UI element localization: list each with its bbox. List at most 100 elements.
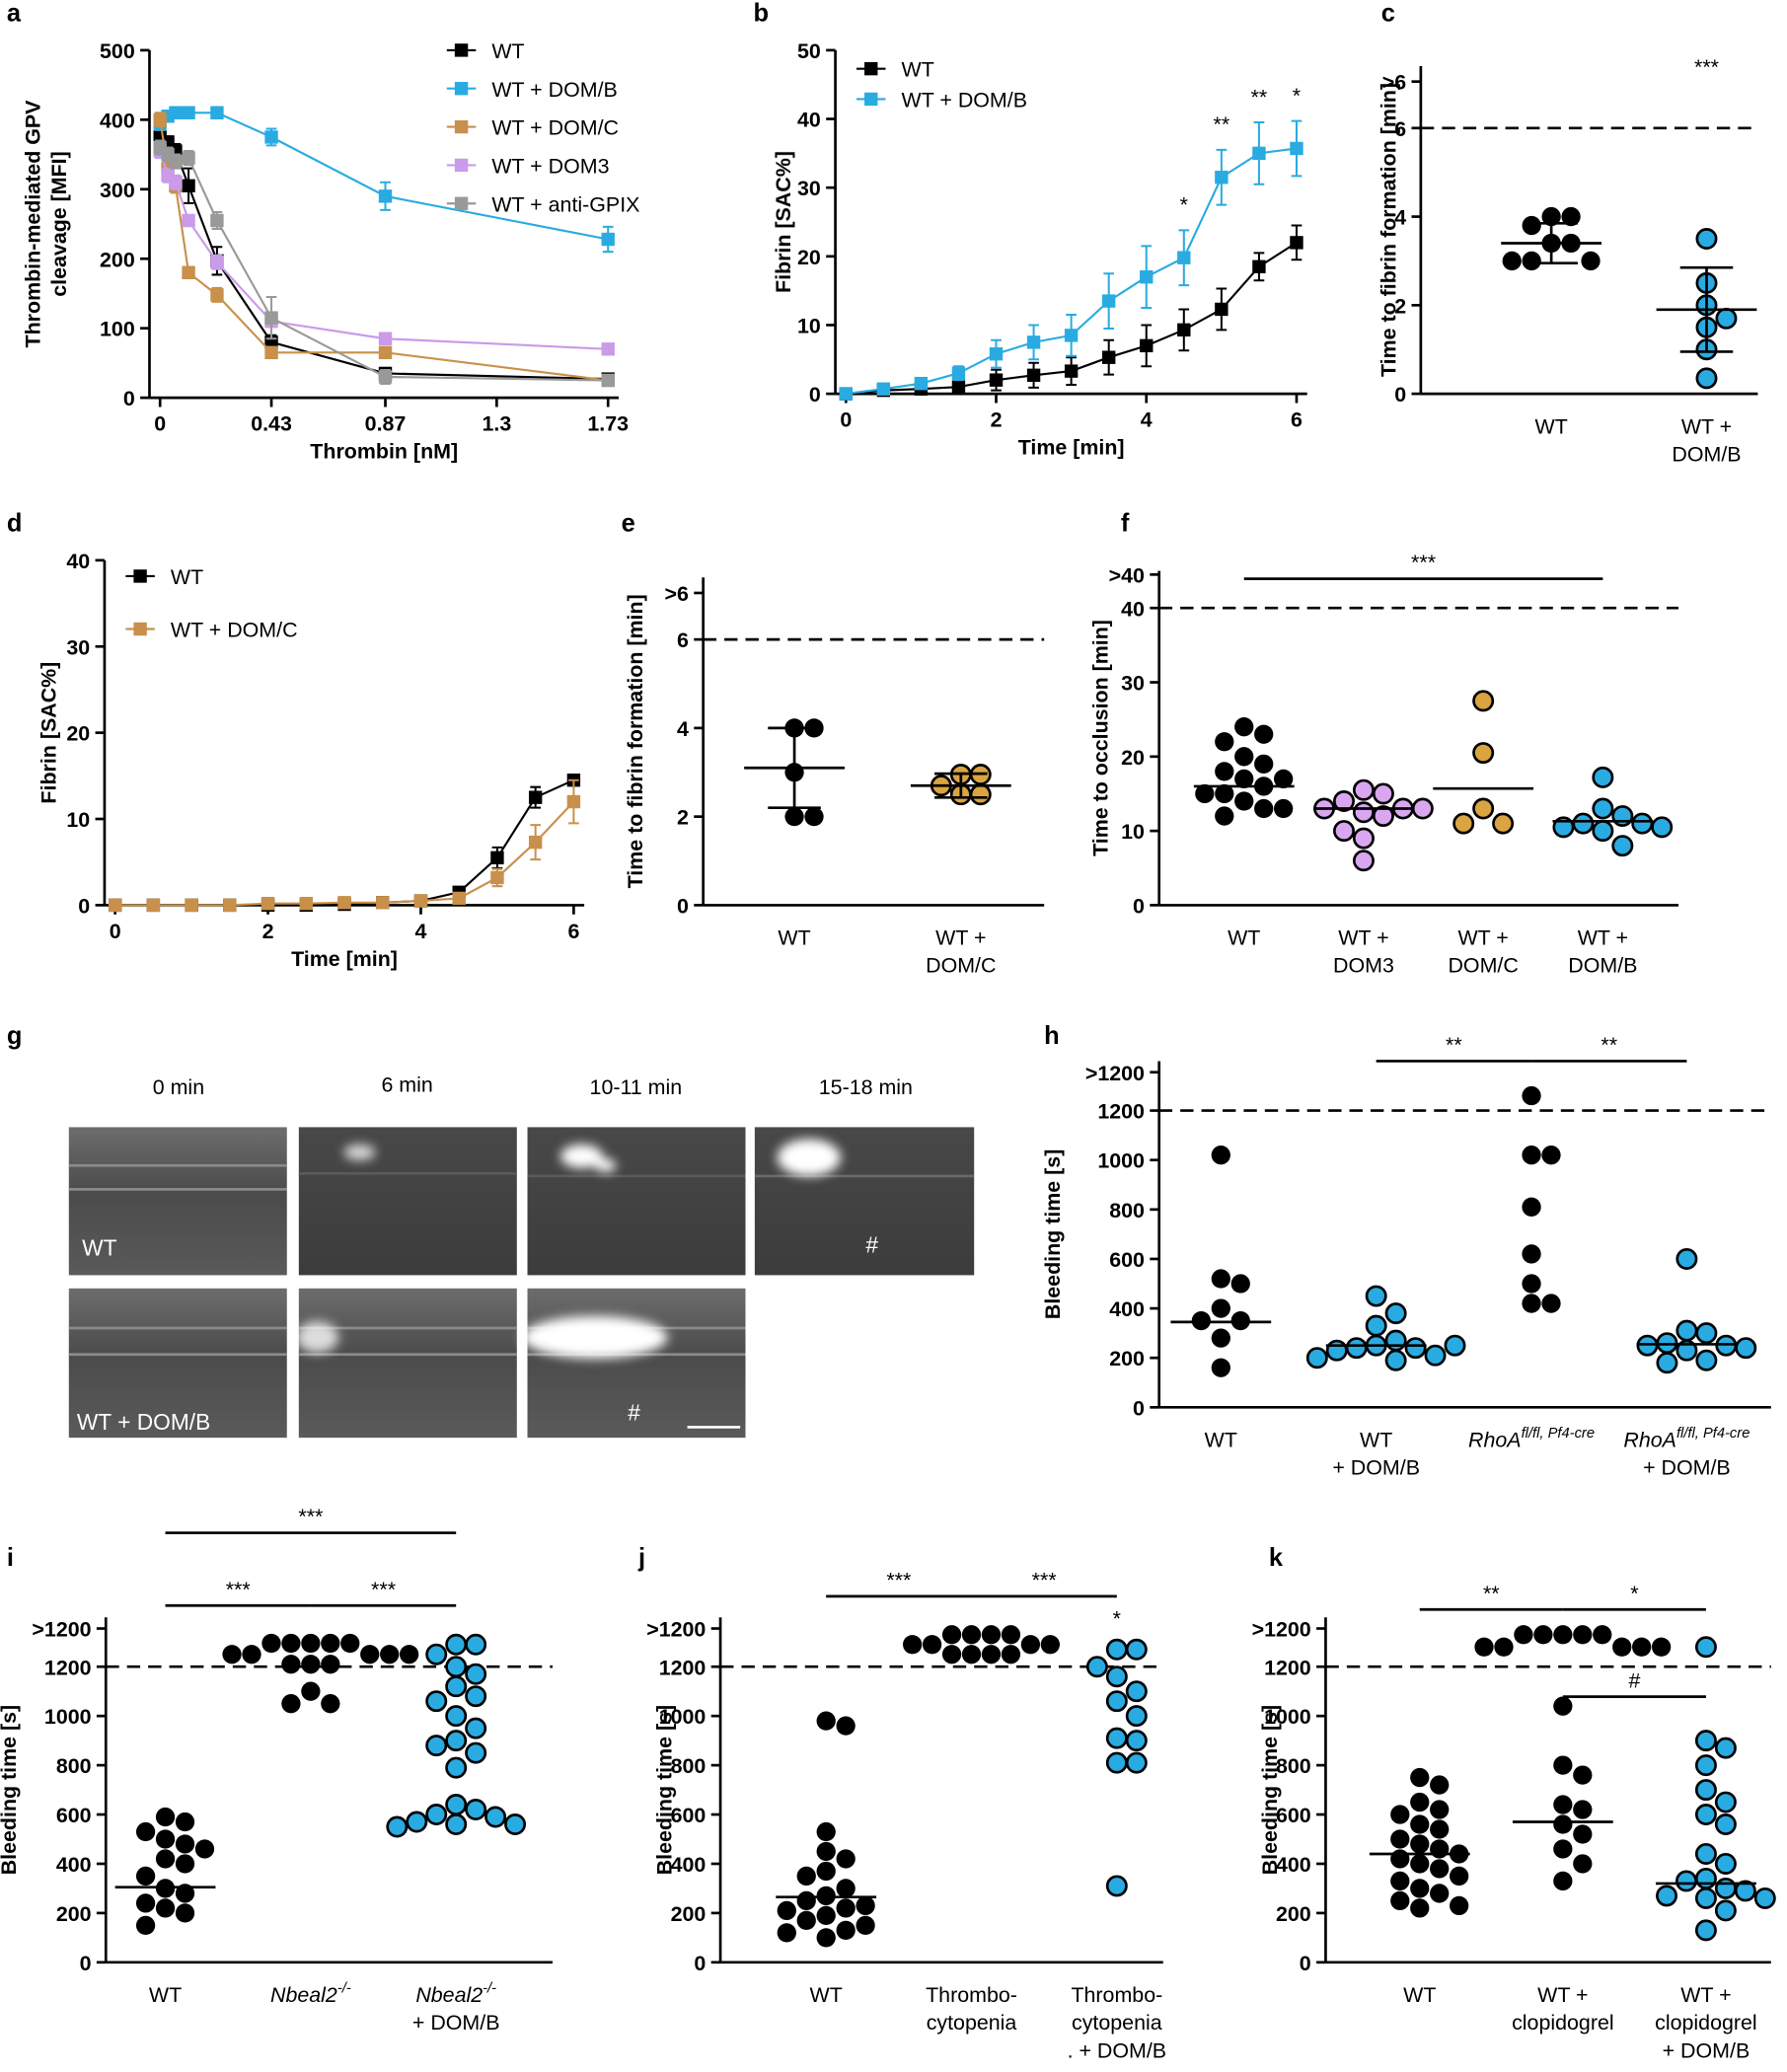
x-tick-label-main: Nbeal2 (415, 1983, 483, 2007)
data-point (1514, 1625, 1533, 1645)
y-tick-label: 400 (671, 1853, 707, 1877)
data-point (1522, 215, 1541, 236)
legend-marker (864, 61, 878, 76)
occlusion-mark: # (628, 1400, 640, 1426)
time-label: 6 min (381, 1073, 432, 1096)
legend-label: WT (171, 565, 203, 589)
marker (876, 382, 891, 396)
data-point (1345, 1337, 1368, 1360)
marker (210, 106, 224, 119)
data-point (1234, 747, 1254, 767)
significance: *** (1032, 1568, 1057, 1591)
significance: ** (1601, 1033, 1617, 1057)
time-label: 10-11 min (590, 1075, 683, 1099)
x-tick-label: 0 (840, 408, 852, 432)
data-point (1384, 1302, 1407, 1325)
data-point (1444, 1334, 1466, 1357)
data-point (1001, 1625, 1021, 1645)
legend-label: WT + DOM/B (902, 88, 1027, 111)
data-point (836, 1920, 856, 1941)
y-tick-label: 1000 (1097, 1149, 1145, 1173)
data-point (796, 1910, 816, 1931)
marker (1140, 338, 1154, 353)
data-point (175, 1812, 195, 1832)
data-point (1573, 1625, 1593, 1645)
data-point (1424, 1344, 1447, 1367)
data-point (1572, 812, 1595, 835)
x-tick-label: WT + (935, 926, 986, 950)
y-tick-label: 200 (56, 1902, 92, 1926)
data-point (1694, 1779, 1717, 1802)
marker (1215, 171, 1229, 185)
x-tick-label: + DOM/B (1643, 1456, 1731, 1480)
y-tick-label: 200 (100, 248, 135, 271)
data-point (1592, 820, 1614, 843)
data-point (981, 1645, 1002, 1665)
data-point (1411, 797, 1434, 820)
data-point (941, 1645, 962, 1665)
data-point (301, 1681, 321, 1701)
x-tick-label: 0 (110, 920, 121, 943)
data-point (281, 1655, 301, 1674)
x-tick-label: Nbeal2-/- (415, 1981, 496, 2007)
legend-marker (454, 158, 469, 173)
significance: * (1293, 84, 1301, 108)
significance: * (1113, 1606, 1121, 1630)
data-point (1492, 812, 1515, 835)
data-point (1430, 1775, 1450, 1795)
data-point (922, 1635, 942, 1655)
significance: *** (371, 1578, 396, 1601)
data-point (1714, 1813, 1737, 1836)
x-tick-label: 0.43 (251, 412, 292, 436)
data-point (1230, 1274, 1250, 1294)
y-tick-label: 0 (1300, 1952, 1311, 1975)
panel-letter: d (7, 509, 23, 537)
marker (182, 213, 195, 228)
data-point (386, 1815, 409, 1838)
x-tick-label: DOM/C (1448, 954, 1518, 978)
data-point (1125, 1705, 1148, 1728)
data-point (1274, 769, 1294, 789)
y-tick-label: 1200 (1264, 1656, 1311, 1679)
marker (1290, 236, 1303, 250)
y-tick-label: 1000 (1264, 1705, 1311, 1729)
significance: *** (886, 1568, 911, 1591)
data-point (1211, 1358, 1230, 1377)
data-point (836, 1879, 856, 1898)
data-point (321, 1694, 340, 1714)
data-point (1125, 1680, 1148, 1703)
panel-letter: b (754, 0, 770, 27)
data-point (175, 1834, 195, 1854)
series-line (114, 778, 574, 907)
x-tick-label: WT + (1457, 926, 1508, 950)
significance: *** (226, 1578, 251, 1601)
data-point (1631, 812, 1654, 835)
data-point (1305, 1347, 1328, 1369)
marker (185, 898, 198, 913)
marker (1064, 364, 1079, 378)
marker (1026, 368, 1041, 382)
x-tick-label: 1.3 (482, 412, 511, 436)
data-point (1390, 1849, 1410, 1869)
data-point (1522, 1274, 1541, 1294)
marker (601, 342, 615, 356)
data-point (1522, 1244, 1541, 1264)
data-point (1390, 1805, 1410, 1824)
data-point (261, 1633, 281, 1654)
data-point (1694, 1887, 1717, 1909)
data-point (1522, 1146, 1541, 1165)
data-point (1125, 1730, 1148, 1752)
data-point (1735, 1337, 1757, 1360)
y-tick-label: 1200 (44, 1656, 92, 1679)
marker (989, 373, 1004, 387)
x-tick-label: WT (1205, 1429, 1237, 1452)
data-point (1694, 1867, 1717, 1889)
sd-bar (934, 772, 988, 799)
data-point (194, 1839, 215, 1859)
data-point (1390, 1871, 1410, 1891)
x-tick-label: WT (810, 1983, 843, 2007)
data-point (1592, 797, 1614, 820)
y-axis-label: Bleeding time [s] (653, 1705, 677, 1875)
marker (951, 366, 966, 380)
data-point (1365, 1285, 1387, 1307)
